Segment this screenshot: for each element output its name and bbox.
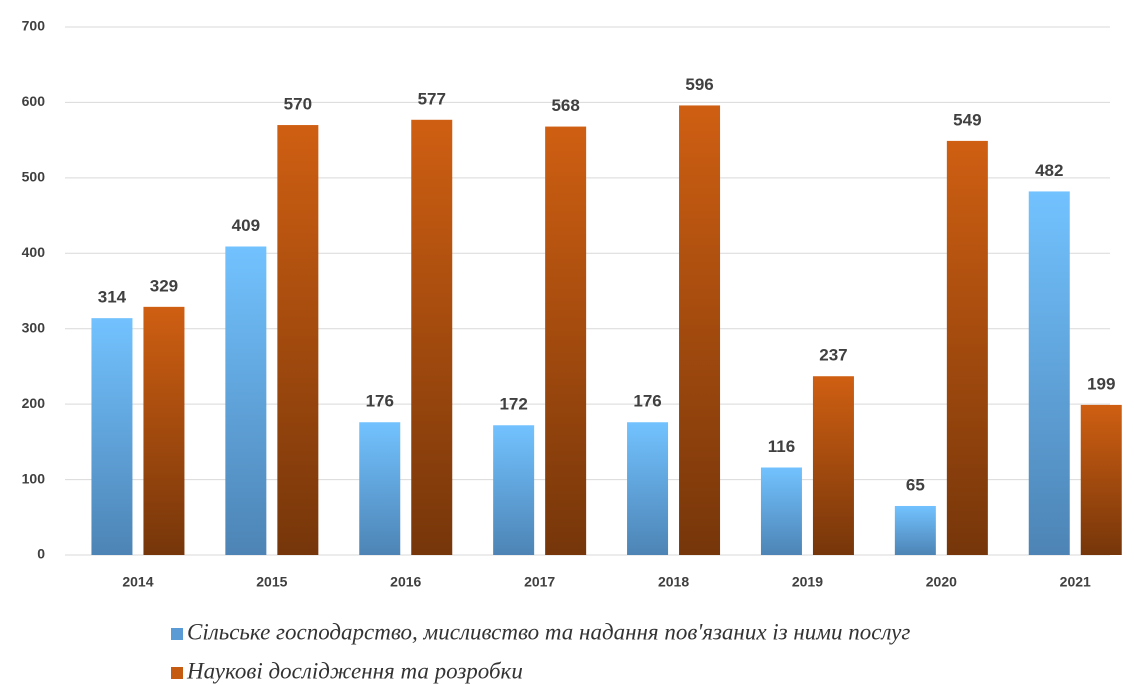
bar: [812, 376, 854, 555]
x-tick-label: 2021: [1060, 574, 1091, 590]
y-tick-label: 300: [22, 319, 46, 335]
bar: [946, 140, 988, 555]
bar: [225, 246, 267, 556]
value-label: 596: [685, 75, 713, 94]
y-tick-label: 700: [22, 18, 46, 34]
bar: [894, 505, 936, 555]
value-label: 172: [499, 395, 527, 414]
bar: [1080, 404, 1122, 555]
value-label: 482: [1035, 161, 1063, 180]
x-tick-label: 2020: [926, 574, 957, 590]
x-tick-label: 2014: [122, 574, 153, 590]
value-label: 329: [150, 276, 178, 295]
value-label: 409: [232, 216, 260, 235]
y-tick-label: 200: [22, 395, 46, 411]
bar: [679, 105, 721, 556]
value-label: 314: [98, 288, 127, 307]
bar: [1028, 191, 1070, 556]
value-label: 568: [551, 96, 579, 115]
bar: [359, 422, 401, 555]
value-label: 199: [1087, 374, 1115, 393]
bar: [493, 425, 535, 555]
value-label: 570: [284, 95, 312, 114]
y-tick-label: 400: [22, 244, 46, 260]
bar: [545, 126, 587, 556]
bar: [627, 422, 669, 555]
x-tick-label: 2015: [256, 574, 287, 590]
value-label: 116: [768, 437, 795, 456]
y-tick-label: 100: [22, 470, 46, 486]
x-tick-label: 2019: [792, 574, 823, 590]
x-tick-label: 2016: [390, 574, 421, 590]
value-label: 549: [953, 110, 981, 129]
value-label: 237: [819, 346, 847, 365]
value-label: 65: [906, 475, 925, 494]
y-tick-label: 600: [22, 93, 46, 109]
bar: [91, 318, 133, 555]
x-tick-label: 2018: [658, 574, 689, 590]
legend-label: Наукові дослідження та розробки: [186, 658, 523, 683]
value-label: 176: [366, 392, 394, 411]
bar: [277, 125, 319, 556]
x-tick-label: 2017: [524, 574, 555, 590]
bar: [760, 467, 802, 555]
legend-marker: [171, 667, 183, 679]
bar: [411, 119, 453, 555]
y-tick-label: 500: [22, 169, 46, 185]
value-label: 577: [418, 89, 446, 108]
y-tick-label: 0: [37, 546, 45, 562]
legend-label: Сільське господарство, мисливство та над…: [187, 619, 910, 644]
legend-marker: [171, 628, 183, 640]
bar: [143, 306, 185, 555]
value-label: 176: [633, 392, 661, 411]
